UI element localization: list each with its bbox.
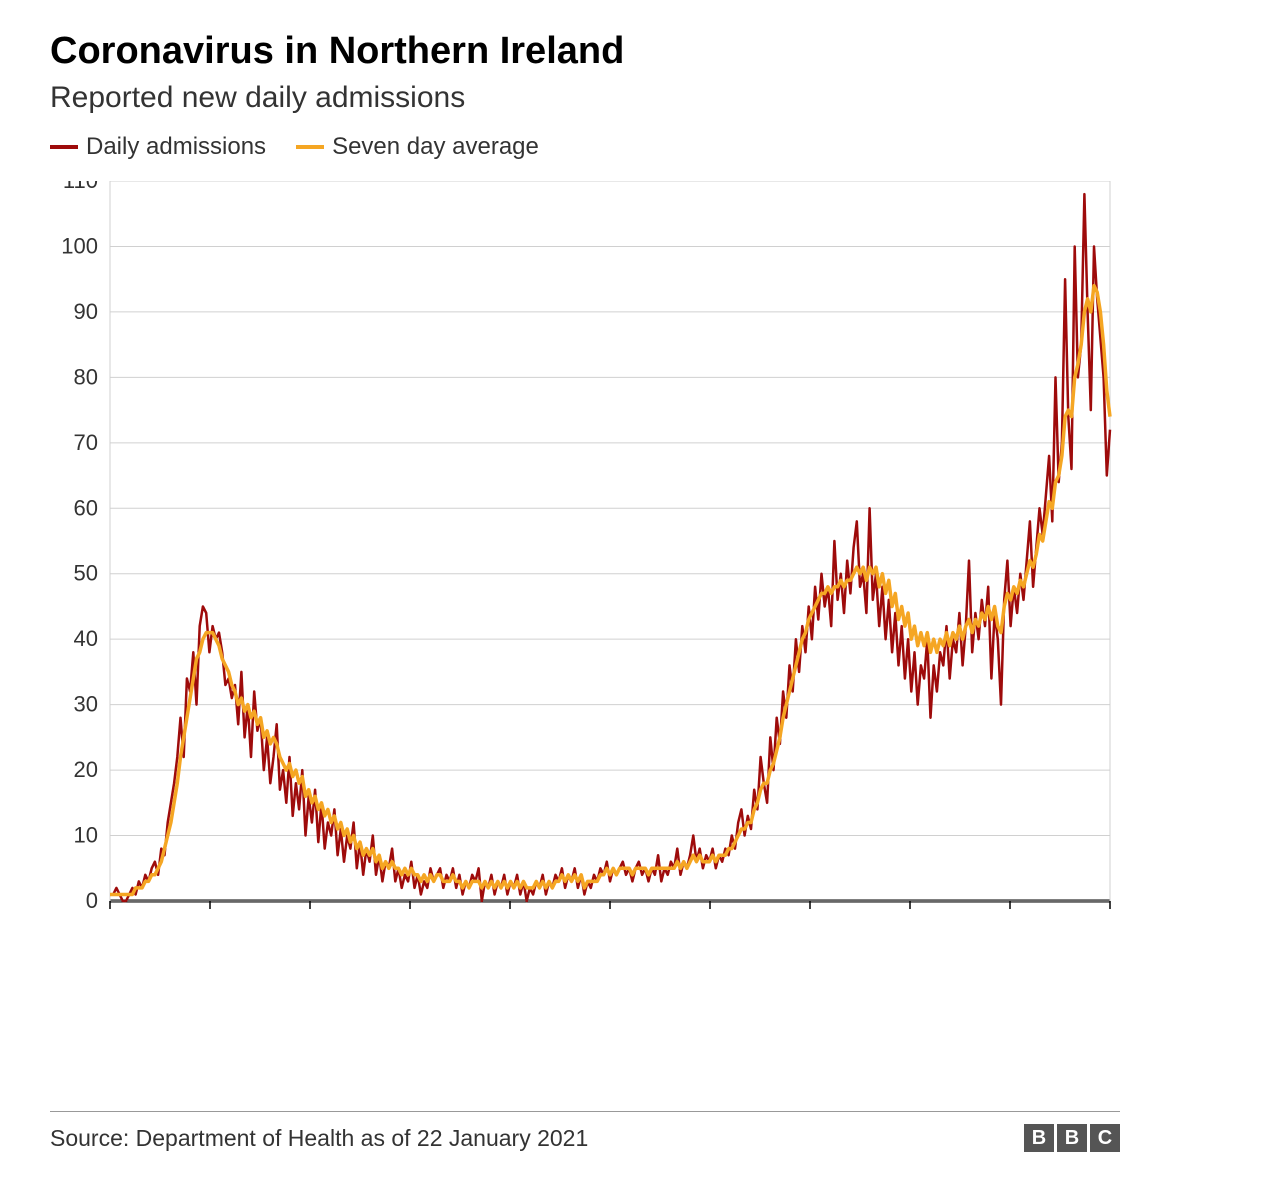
- svg-text:0: 0: [86, 888, 98, 913]
- svg-text:80: 80: [74, 364, 98, 389]
- plot-area: 010203040506070809010011001-Mar02-Apr04-…: [50, 181, 1120, 981]
- legend-label-avg: Seven day average: [332, 133, 539, 161]
- chart-container: Coronavirus in Northern Ireland Reported…: [50, 30, 1180, 1152]
- footer-source: Source: Department of Health as of 22 Ja…: [50, 1125, 588, 1152]
- svg-text:10: 10: [74, 823, 98, 848]
- bbc-logo: B B C: [1024, 1124, 1120, 1152]
- svg-text:110: 110: [63, 181, 98, 193]
- svg-text:100: 100: [61, 233, 98, 258]
- svg-text:20: 20: [74, 757, 98, 782]
- svg-text:70: 70: [74, 430, 98, 455]
- bbc-box-3: C: [1090, 1124, 1120, 1152]
- svg-text:90: 90: [74, 299, 98, 324]
- legend-swatch-daily: [50, 145, 78, 149]
- bbc-box-1: B: [1024, 1124, 1054, 1152]
- legend: Daily admissions Seven day average: [50, 133, 1180, 161]
- svg-text:50: 50: [74, 561, 98, 586]
- legend-label-daily: Daily admissions: [86, 133, 266, 161]
- bbc-box-2: B: [1057, 1124, 1087, 1152]
- chart-subtitle: Reported new daily admissions: [50, 81, 1180, 115]
- chart-svg: 010203040506070809010011001-Mar02-Apr04-…: [50, 181, 1120, 981]
- legend-item-avg: Seven day average: [296, 133, 539, 161]
- svg-text:40: 40: [74, 626, 98, 651]
- legend-item-daily: Daily admissions: [50, 133, 266, 161]
- chart-title: Coronavirus in Northern Ireland: [50, 30, 1180, 73]
- footer: Source: Department of Health as of 22 Ja…: [50, 1111, 1120, 1152]
- svg-text:60: 60: [74, 495, 98, 520]
- svg-text:30: 30: [74, 692, 98, 717]
- legend-swatch-avg: [296, 145, 324, 149]
